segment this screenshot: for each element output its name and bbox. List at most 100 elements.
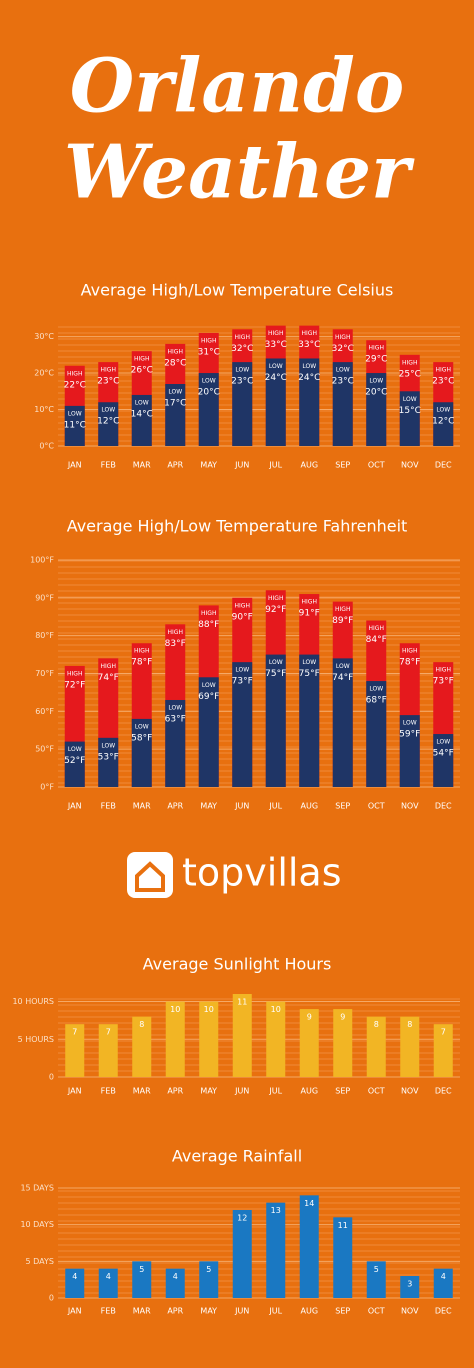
series-label: HIGH [134, 356, 149, 363]
value-label: 73°F [232, 677, 253, 687]
bar [64, 405, 85, 446]
value-label: 5 [139, 1265, 144, 1274]
series-label: LOW [269, 659, 283, 666]
series-label: LOW [235, 367, 249, 374]
bar [366, 681, 387, 787]
x-tick-label: DEC [435, 461, 452, 470]
value-label: 31°C [198, 347, 220, 357]
series-label: LOW [436, 407, 450, 414]
value-label: 4 [72, 1272, 77, 1281]
x-tick-label: JUL [268, 1087, 282, 1096]
x-tick-label: DEC [435, 1307, 452, 1316]
x-tick-label: JAN [67, 1087, 82, 1096]
series-label: LOW [235, 667, 249, 674]
value-label: 5 [206, 1265, 211, 1274]
value-label: 15°C [399, 406, 421, 416]
chart-title: Average Sunlight Hours [143, 955, 332, 974]
x-tick-label: OCT [368, 461, 385, 470]
x-tick-label: AUG [300, 1307, 318, 1316]
value-label: 23°C [432, 377, 454, 387]
bar [165, 384, 186, 446]
plot-background [58, 322, 460, 446]
value-label: 29°C [365, 355, 387, 365]
bar [232, 362, 253, 446]
bar [98, 1268, 118, 1298]
bar [132, 1016, 152, 1077]
value-label: 22°C [64, 380, 86, 390]
x-tick-label: OCT [368, 1307, 385, 1316]
y-tick-label: 70°F [35, 669, 54, 678]
value-label: 33°C [265, 340, 287, 350]
value-label: 91°F [299, 609, 320, 619]
y-tick-label: 5 DAYS [26, 1257, 54, 1266]
title-line-1: Orlando [70, 44, 404, 130]
series-label: LOW [101, 742, 115, 749]
y-tick-label: 50°F [35, 745, 54, 754]
series-label: HIGH [235, 602, 250, 609]
value-label: 24°C [265, 373, 287, 383]
value-label: 26°C [131, 366, 153, 376]
y-tick-label: 15 DAYS [20, 1184, 54, 1193]
series-label: LOW [202, 378, 216, 385]
value-label: 8 [139, 1020, 144, 1029]
value-label: 4 [106, 1272, 111, 1281]
x-tick-label: JAN [67, 1307, 82, 1316]
value-label: 28°C [164, 358, 186, 368]
value-label: 75°F [265, 669, 286, 679]
x-tick-label: JUN [234, 802, 249, 811]
bar [65, 1268, 85, 1298]
value-label: 84°F [366, 635, 387, 645]
value-label: 24°C [298, 373, 320, 383]
series-label: HIGH [134, 648, 149, 655]
chart-title: Average High/Low Temperature Fahrenheit [67, 517, 408, 536]
x-tick-label: FEB [101, 802, 116, 811]
series-label: LOW [436, 739, 450, 746]
x-tick-label: APR [167, 461, 183, 470]
bar [64, 741, 85, 787]
value-label: 23°C [332, 377, 354, 387]
x-tick-label: MAY [200, 1087, 217, 1096]
y-tick-label: 90°F [35, 593, 54, 602]
value-label: 10 [170, 1005, 180, 1014]
chart-title: Average Rainfall [172, 1147, 302, 1166]
bar [265, 654, 286, 787]
series-label: HIGH [402, 359, 417, 366]
bar [232, 662, 253, 787]
series-label: HIGH [67, 670, 82, 677]
bar [433, 1024, 453, 1077]
x-tick-label: JUN [234, 1307, 249, 1316]
bar [400, 1276, 420, 1298]
value-label: 32°C [231, 344, 253, 354]
bar [399, 391, 420, 446]
series-label: LOW [369, 378, 383, 385]
series-label: HIGH [168, 348, 183, 355]
bar [333, 1217, 353, 1298]
value-label: 11 [338, 1221, 348, 1230]
x-tick-label: FEB [101, 1087, 116, 1096]
value-label: 68°F [366, 696, 387, 706]
value-label: 92°F [265, 605, 286, 615]
series-label: LOW [168, 704, 182, 711]
value-label: 75°F [299, 669, 320, 679]
x-tick-label: JAN [67, 461, 82, 470]
series-label: HIGH [436, 667, 451, 674]
x-tick-label: NOV [401, 802, 419, 811]
bar [299, 1195, 319, 1298]
bar [400, 1016, 420, 1077]
bar [131, 718, 152, 787]
bar [198, 373, 219, 446]
series-label: HIGH [168, 629, 183, 636]
value-label: 33°C [298, 340, 320, 350]
series-label: HIGH [436, 367, 451, 374]
value-label: 4 [173, 1272, 178, 1281]
series-label: LOW [369, 686, 383, 693]
title-line-2: Weather [64, 130, 415, 216]
bar [232, 1210, 252, 1298]
bar [65, 1024, 85, 1077]
value-label: 20°C [198, 388, 220, 398]
bar [199, 1001, 219, 1077]
value-label: 4 [441, 1272, 446, 1281]
x-tick-label: AUG [300, 1087, 318, 1096]
series-label: HIGH [369, 345, 384, 352]
